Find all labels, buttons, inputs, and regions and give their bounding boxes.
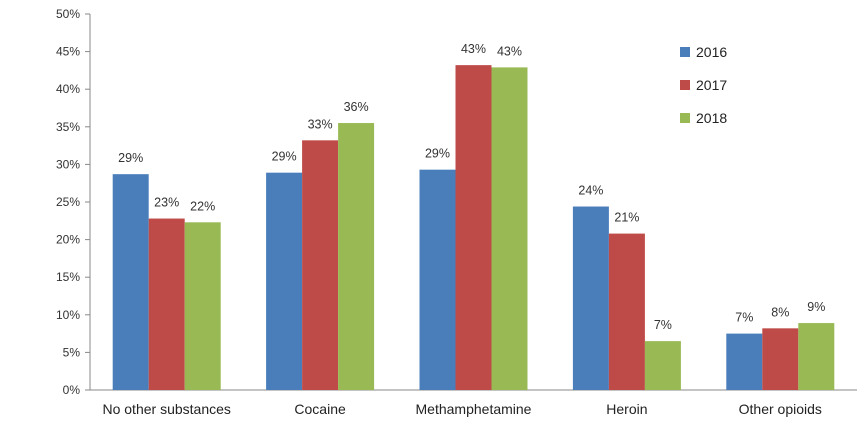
x-tick-label: Heroin [606, 401, 647, 417]
bar-2018-1 [338, 123, 375, 390]
y-tick-label: 50% [56, 7, 80, 21]
bar-2016-3 [572, 206, 609, 390]
bar-2016-4 [726, 333, 763, 390]
bar-2016-2 [419, 169, 456, 390]
data-labels: 29% 23% 22% 29% 33% 36% 29% 43% 43% 24% 21% 7% 7% 8% 9… [118, 42, 825, 332]
data-label: 36% [344, 100, 369, 114]
y-tick-label: 10% [56, 308, 80, 322]
data-label: 33% [308, 117, 333, 131]
legend-label: 2018 [696, 110, 727, 126]
bar-2017-4 [762, 328, 799, 390]
data-label: 43% [461, 42, 486, 56]
legend-label: 2017 [696, 77, 727, 93]
bar-series-group [112, 65, 835, 391]
y-tick-label: 5% [63, 345, 81, 359]
x-tick-label: Cocaine [294, 401, 346, 417]
data-label: 21% [614, 211, 639, 225]
data-label: 23% [154, 196, 179, 210]
y-tick-label: 15% [56, 270, 80, 284]
y-tick-label: 40% [56, 82, 80, 96]
bar-2017-3 [608, 233, 645, 390]
y-tick-label: 25% [56, 195, 80, 209]
legend-label: 2016 [696, 44, 727, 60]
bar-2017-0 [148, 218, 185, 390]
bar-2018-3 [644, 341, 681, 390]
data-label: 29% [425, 147, 450, 161]
x-tick-label: Methamphetamine [416, 401, 532, 417]
x-axis: No other substances Cocaine Methamphetamin… [102, 401, 821, 417]
y-tick-label: 30% [56, 157, 80, 171]
data-label: 22% [190, 199, 215, 213]
y-tick-label: 20% [56, 233, 80, 247]
data-label: 29% [118, 151, 143, 165]
bar-2018-2 [491, 67, 528, 390]
data-label: 7% [654, 318, 672, 332]
y-tick-label: 0% [63, 383, 81, 397]
x-tick-label: Other opioids [739, 401, 822, 417]
data-label: 43% [497, 44, 522, 58]
data-label: 9% [807, 300, 825, 314]
bar-2018-0 [184, 222, 221, 390]
bar-2018-4 [798, 323, 835, 390]
data-label: 24% [578, 184, 603, 198]
data-label: 8% [771, 305, 789, 319]
bar-2016-1 [266, 172, 303, 390]
x-tick-label: No other substances [102, 401, 230, 417]
data-label: 7% [735, 311, 753, 325]
legend-swatch-2018 [680, 113, 690, 123]
y-axis: 0% 5% 10% 15% 20% 25% 30% 35% 40% 45% 50% [56, 7, 90, 397]
legend: 2016 2017 2018 [680, 44, 727, 126]
bar-2016-0 [112, 174, 149, 390]
legend-swatch-2016 [680, 47, 690, 57]
y-tick-label: 45% [56, 45, 80, 59]
y-tick-label: 35% [56, 120, 80, 134]
legend-swatch-2017 [680, 80, 690, 90]
data-label: 29% [272, 150, 297, 164]
bar-2017-2 [455, 65, 492, 391]
bar-2017-1 [302, 140, 339, 390]
